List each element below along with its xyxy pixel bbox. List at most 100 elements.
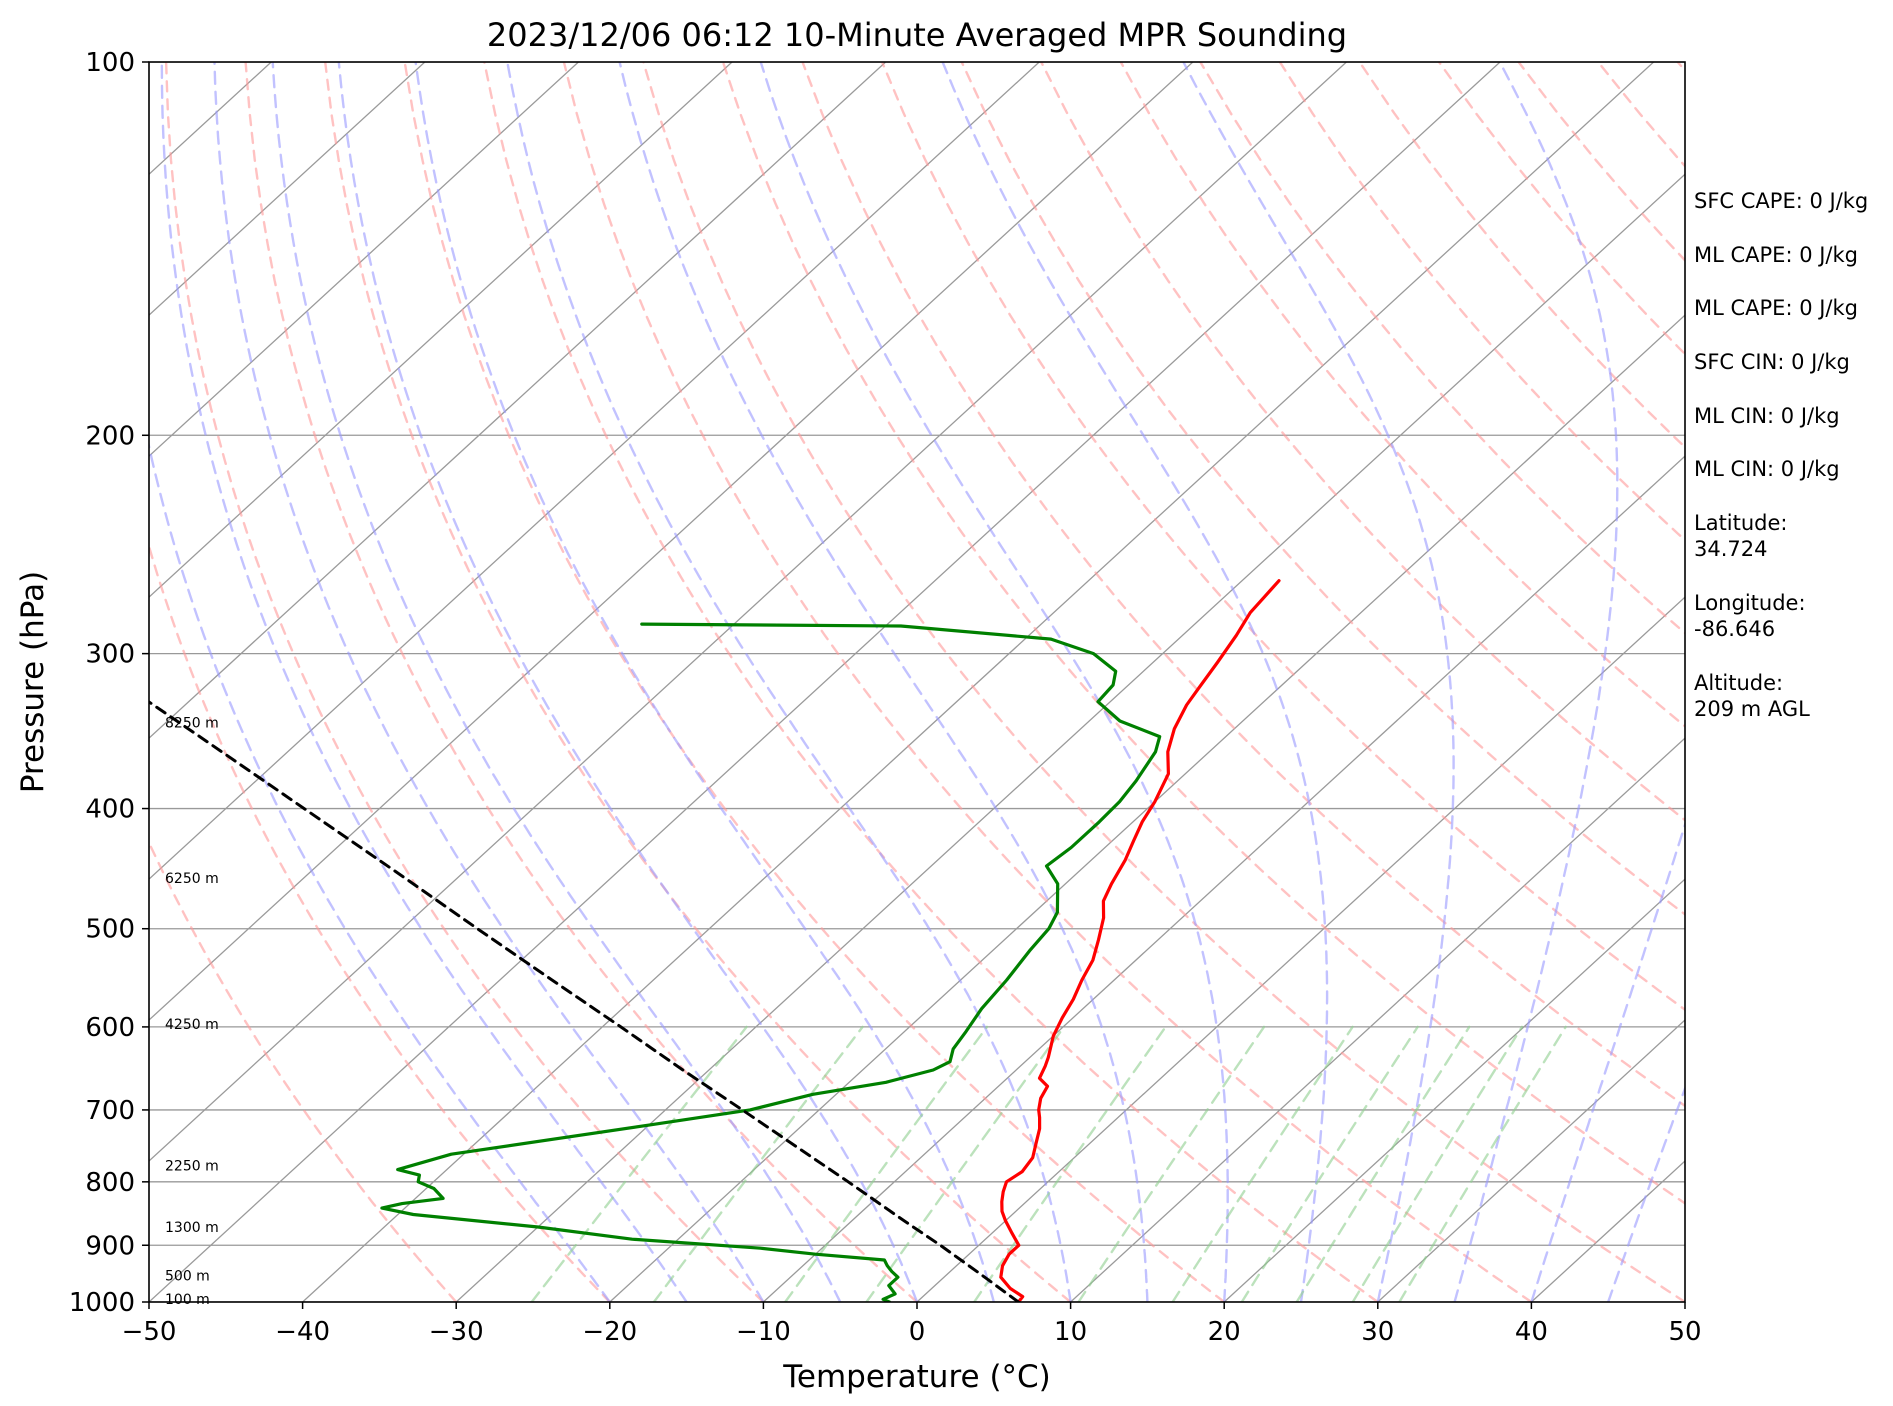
- moist-adiabat-line: [160, 62, 688, 1302]
- x-tick-label: 20: [1208, 1317, 1241, 1347]
- isotherm-line: [302, 62, 1655, 1302]
- isotherm-line: [149, 62, 579, 458]
- y-tick-label: 700: [85, 1096, 135, 1126]
- altitude-label: 500 m: [165, 1269, 210, 1285]
- isotherm-line: [149, 62, 1040, 880]
- info-line: ML CIN: 0 J/kg: [1694, 404, 1840, 428]
- altitude-label: 4250 m: [165, 1017, 219, 1033]
- mixing-ratio-line: [1398, 1025, 1567, 1302]
- isotherm-line: [762, 455, 1685, 1302]
- isotherm-line: [916, 596, 1685, 1302]
- isotherm-line: [149, 62, 426, 317]
- moist-adiabat-line: [1182, 62, 1455, 1302]
- altitude-label: 100 m: [165, 1292, 210, 1308]
- isotherm-line: [609, 314, 1685, 1302]
- dry-adiabat-line: [483, 62, 1380, 1302]
- dry-adiabat-line: [562, 62, 1533, 1302]
- dewpoint-line: [380, 622, 1162, 1302]
- mixing-ratio-line: [973, 1025, 1167, 1302]
- y-tick-label: 400: [85, 795, 135, 825]
- mixing-ratio-line: [530, 1025, 748, 1302]
- dry-adiabat-line: [149, 542, 611, 1302]
- altitude-labels: 100 m 500 m 1300 m 2250 m 4250 m 6250 m 8250 m: [165, 716, 219, 1308]
- info-line: ML CAPE: 0 J/kg: [1694, 296, 1859, 320]
- mixing-ratio-line: [652, 1025, 864, 1302]
- moist-adiabat-line: [618, 62, 1149, 1302]
- mixing-ratio-line: [1077, 1025, 1266, 1302]
- moist-adiabat-line: [271, 62, 842, 1302]
- y-tick-label: 500: [85, 915, 135, 945]
- y-axis-label: Pressure (hPa): [15, 571, 51, 793]
- x-tick-label: −20: [582, 1317, 637, 1347]
- moist-adiabat-line: [1606, 1085, 1685, 1302]
- moist-adiabat-line: [213, 62, 765, 1302]
- moist-adiabat-line: [1453, 62, 1619, 1302]
- altitude-label: 6250 m: [165, 871, 219, 887]
- x-tick-label: 30: [1361, 1317, 1394, 1347]
- moist-adiabat-line: [759, 62, 1229, 1302]
- mixing-ratio-line: [1351, 1025, 1524, 1302]
- isotherm-line: [149, 62, 887, 739]
- moist-adiabat-line: [506, 62, 1072, 1302]
- isotherm-line: [149, 62, 1194, 1021]
- axis-ticks: −50 −40 −30 −20 −10 0 10 20 30 40 50 100 200 300 400 50…: [69, 48, 1702, 1347]
- x-tick-label: 0: [909, 1317, 926, 1347]
- moist-adiabat-line: [414, 62, 995, 1302]
- y-tick-label: 1000: [69, 1288, 135, 1318]
- x-tick-label: 50: [1668, 1317, 1701, 1347]
- dry-adiabat-line: [880, 62, 1685, 1012]
- temperature-line: [999, 579, 1281, 1302]
- dry-adiabat-line: [960, 62, 1685, 916]
- info-line: SFC CAPE: 0 J/kg: [1694, 189, 1869, 213]
- isotherm-line: [149, 62, 1347, 1162]
- dry-adiabat-line: [1039, 62, 1685, 822]
- moist-adiabat-line: [337, 62, 919, 1302]
- chart-title: 2023/12/06 06:12 10-Minute Averaged MPR …: [487, 16, 1347, 54]
- altitude-label: 1300 m: [165, 1220, 219, 1236]
- altitude-label: 8250 m: [165, 716, 219, 732]
- info-line: ML CAPE: 0 J/kg: [1694, 243, 1859, 267]
- info-line: SFC CIN: 0 J/kg: [1694, 350, 1850, 374]
- x-tick-label: −40: [275, 1317, 330, 1347]
- mixing-ratio-line: [865, 1025, 1066, 1302]
- isotherm-line: [149, 62, 733, 599]
- dry-adiabat-line: [244, 62, 919, 1302]
- series-lines: [149, 579, 1281, 1302]
- background-lines: [149, 62, 1685, 1302]
- x-axis-label: Temperature (°C): [782, 1359, 1051, 1395]
- dry-adiabat-line: [1199, 62, 1685, 635]
- x-tick-label: 40: [1515, 1317, 1548, 1347]
- y-tick-label: 300: [85, 640, 135, 670]
- isotherm-line: [1070, 737, 1685, 1302]
- altitude-label: 2250 m: [165, 1158, 219, 1174]
- info-line: Longitude: -86.646: [1694, 591, 1806, 641]
- x-tick-label: −10: [736, 1317, 791, 1347]
- info-line: ML CIN: 0 J/kg: [1694, 457, 1840, 481]
- parcel-profile-line: [149, 700, 1020, 1302]
- x-tick-label: −50: [122, 1317, 177, 1347]
- y-tick-label: 800: [85, 1168, 135, 1198]
- mixing-ratio-line: [784, 1025, 989, 1302]
- moist-adiabat-line: [941, 62, 1329, 1302]
- mixing-ratio-line: [1171, 1025, 1354, 1302]
- dry-adiabat-line: [642, 62, 1685, 1302]
- moist-adiabat-line: [149, 440, 611, 1302]
- moist-adiabat-line: [1530, 820, 1685, 1302]
- y-tick-label: 200: [85, 421, 135, 451]
- isotherm-line: [149, 62, 1501, 1302]
- x-tick-label: −30: [429, 1317, 484, 1347]
- x-tick-label: 10: [1054, 1317, 1087, 1347]
- info-line: Altitude: 209 m AGL: [1694, 671, 1810, 721]
- dry-adiabat-line: [801, 62, 1685, 1108]
- dry-adiabat-line: [324, 62, 1072, 1302]
- y-tick-label: 600: [85, 1013, 135, 1043]
- y-tick-label: 100: [85, 48, 135, 78]
- info-line: Latitude: 34.724: [1694, 511, 1788, 561]
- isotherm-line: [455, 173, 1685, 1302]
- mixing-ratio-line: [1295, 1025, 1471, 1302]
- mixing-ratio-line: [1240, 1025, 1419, 1302]
- dry-adiabat-line: [149, 839, 458, 1302]
- isotherm-line: [1377, 1019, 1685, 1302]
- isotherm-line: [1223, 878, 1685, 1302]
